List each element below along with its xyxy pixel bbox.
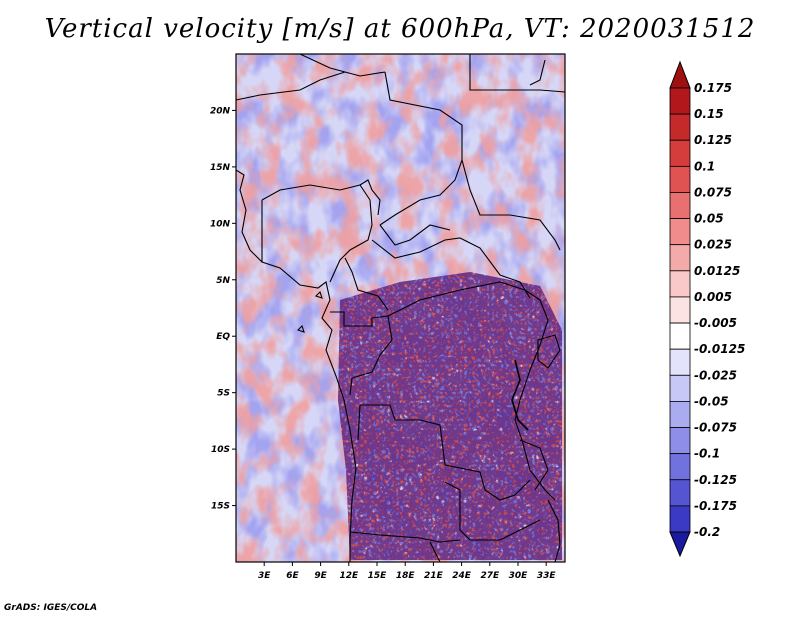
lon-label: 27E <box>480 571 500 581</box>
colorbar-label: 0.025 <box>694 238 732 252</box>
colorbar-bottom-arrow <box>669 531 691 558</box>
colorbar-swatch <box>669 165 691 193</box>
colorbar-swatch <box>669 218 691 246</box>
colorbar-label: -0.075 <box>694 421 737 435</box>
lon-label: 33E <box>537 571 557 581</box>
map-frame <box>235 53 566 563</box>
lat-label: 10S <box>211 445 230 455</box>
lon-label: 15E <box>368 571 388 581</box>
colorbar-swatch <box>669 479 691 507</box>
lon-label: 9E <box>314 571 327 581</box>
colorbar-swatch <box>669 270 691 298</box>
lon-label: 3E <box>258 571 271 581</box>
lat-label: 10N <box>210 219 231 229</box>
colorbar-swatch <box>669 87 691 115</box>
colorbar-swatch <box>669 374 691 402</box>
colorbar: 0.175 0.15 0.125 0.1 0.075 0.05 0.025 0.0125 0.0… <box>669 60 745 558</box>
lat-label: 5N <box>216 276 230 286</box>
colorbar-swatch <box>669 113 691 141</box>
colorbar-label: -0.025 <box>694 368 737 382</box>
footer-credit: GrADS: IGES/COLA <box>4 603 98 613</box>
lon-label: 30E <box>509 571 529 581</box>
colorbar-swatch <box>669 401 691 428</box>
lon-label: 24E <box>452 571 472 581</box>
colorbar-swatch <box>669 505 691 533</box>
longitude-labels: 3E 6E 9E 12E 15E 18E 21E 24E 27E 30E 33E <box>258 562 556 581</box>
latitude-labels: 20N 15N 10N 5N EQ 5S 10S 15S <box>210 106 236 512</box>
lon-label: 18E <box>396 571 416 581</box>
colorbar-swatch <box>669 139 691 167</box>
lat-label: 15N <box>210 163 231 173</box>
lat-label: 20N <box>210 106 231 116</box>
colorbar-top-arrow <box>669 60 691 89</box>
colorbar-label: -0.005 <box>694 316 737 330</box>
colorbar-label: 0.15 <box>694 107 724 121</box>
colorbar-label: -0.125 <box>694 473 737 487</box>
colorbar-swatch <box>669 322 691 350</box>
colorbar-label: 0.075 <box>694 185 732 199</box>
colorbar-label: -0.0125 <box>694 342 745 356</box>
colorbar-swatch <box>669 427 691 455</box>
colorbar-swatch <box>669 296 691 324</box>
colorbar-swatch <box>669 244 691 272</box>
colorbar-label: 0.005 <box>694 290 732 304</box>
map-title: Vertical velocity [m/s] at 600hPa, VT: 2… <box>44 14 756 44</box>
lon-label: 6E <box>286 571 299 581</box>
colorbar-label: -0.2 <box>694 525 720 539</box>
map-figure: 20N 15N 10N 5N EQ 5S 10S 15S 3E 6E 9E 12E 15E 18E 21E… <box>210 53 745 581</box>
colorbar-label: -0.05 <box>694 394 729 408</box>
lat-label: EQ <box>216 332 230 342</box>
colorbar-label: 0.05 <box>694 212 724 226</box>
colorbar-swatch <box>669 348 691 376</box>
lon-label: 21E <box>424 571 444 581</box>
colorbar-label: 0.1 <box>694 159 715 173</box>
colorbar-label: 0.175 <box>694 81 732 95</box>
lon-label: 12E <box>339 571 359 581</box>
colorbar-label: 0.125 <box>694 133 732 147</box>
lat-label: 5S <box>217 389 230 399</box>
vertical-velocity-field <box>236 54 565 562</box>
lat-label: 15S <box>211 502 230 512</box>
colorbar-swatch <box>669 192 691 219</box>
colorbar-label: -0.175 <box>694 499 737 513</box>
colorbar-swatch <box>669 453 691 481</box>
colorbar-label: -0.1 <box>694 447 720 461</box>
country-borders <box>236 54 565 562</box>
colorbar-label: 0.0125 <box>694 264 740 278</box>
